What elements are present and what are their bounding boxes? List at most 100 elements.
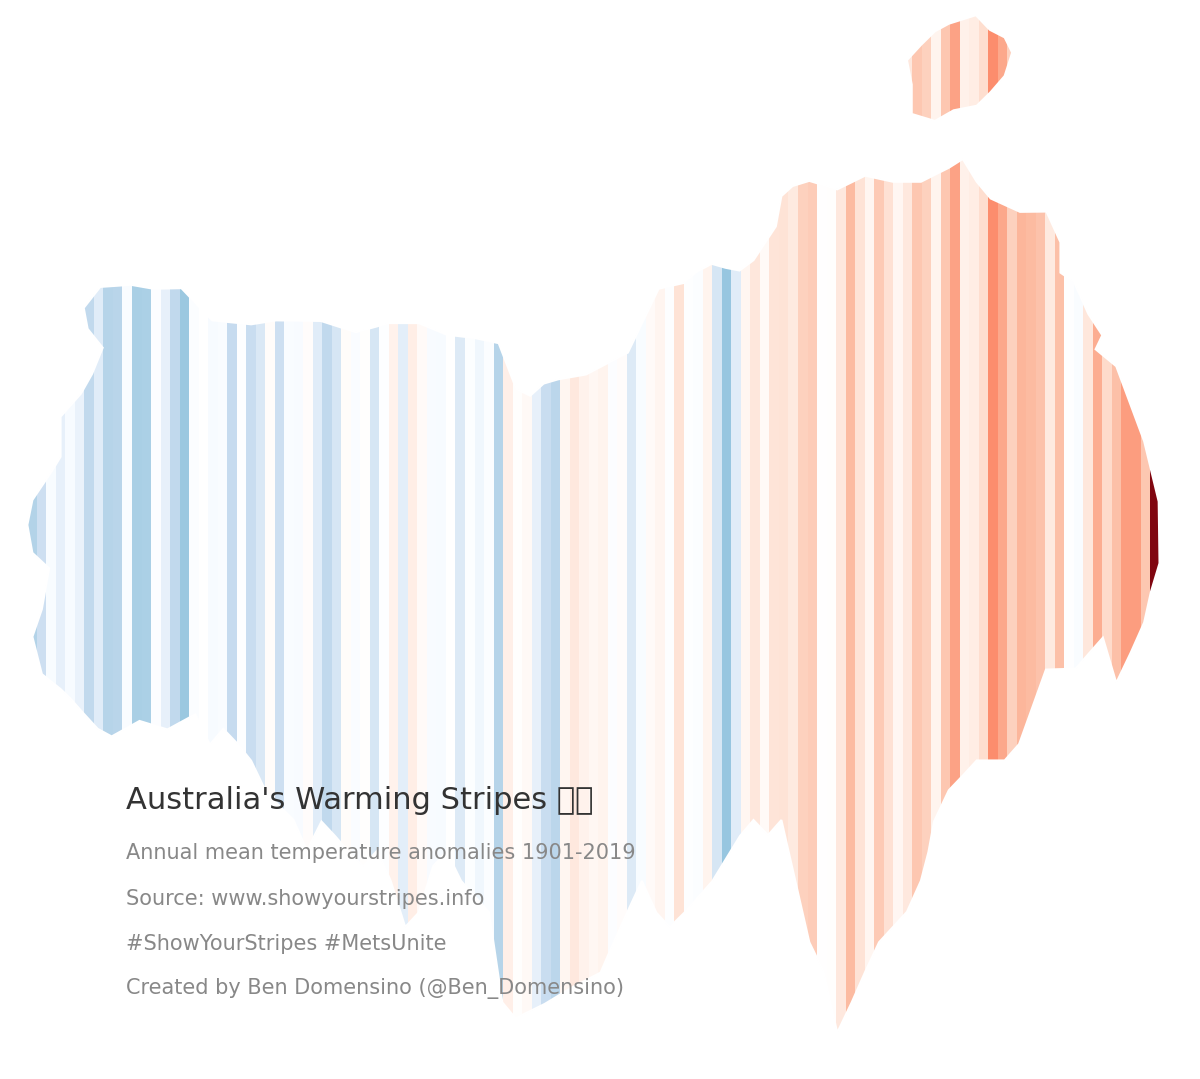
- Bar: [1122, 0, 1130, 1079]
- Bar: [379, 0, 389, 1079]
- Bar: [836, 0, 846, 1079]
- Bar: [883, 0, 893, 1079]
- Bar: [769, 0, 779, 1079]
- Bar: [227, 0, 236, 1079]
- Bar: [227, 0, 236, 1079]
- Bar: [1045, 0, 1055, 1079]
- Bar: [313, 0, 323, 1079]
- Bar: [370, 0, 379, 1079]
- Bar: [684, 0, 694, 1079]
- Bar: [589, 0, 598, 1079]
- Bar: [1140, 0, 1150, 1079]
- Bar: [769, 0, 779, 1079]
- Bar: [170, 0, 180, 1079]
- Bar: [456, 0, 466, 1079]
- Bar: [808, 0, 817, 1079]
- Bar: [941, 0, 950, 1079]
- Bar: [360, 0, 370, 1079]
- Bar: [418, 0, 427, 1079]
- Bar: [626, 0, 636, 1079]
- Bar: [846, 0, 856, 1079]
- Bar: [1122, 0, 1130, 1079]
- Bar: [341, 0, 350, 1079]
- Bar: [874, 0, 883, 1079]
- Bar: [570, 0, 580, 1079]
- Bar: [151, 0, 161, 1079]
- Bar: [94, 0, 103, 1079]
- Bar: [217, 0, 227, 1079]
- Bar: [902, 0, 912, 1079]
- Bar: [617, 0, 626, 1079]
- Bar: [47, 0, 56, 1079]
- Bar: [304, 0, 313, 1079]
- Bar: [256, 0, 265, 1079]
- Bar: [713, 0, 722, 1079]
- Bar: [484, 0, 493, 1079]
- Bar: [1026, 0, 1036, 1079]
- Text: Created by Ben Domensino (@Ben_Domensino): Created by Ben Domensino (@Ben_Domensino…: [126, 979, 624, 999]
- Bar: [1093, 0, 1103, 1079]
- Bar: [779, 0, 788, 1079]
- Bar: [646, 0, 655, 1079]
- Bar: [636, 0, 646, 1079]
- Bar: [74, 0, 84, 1079]
- Bar: [541, 0, 551, 1079]
- Bar: [874, 0, 883, 1079]
- Bar: [398, 0, 408, 1079]
- Bar: [484, 0, 493, 1079]
- Bar: [960, 0, 970, 1079]
- PathPatch shape: [28, 159, 1159, 1033]
- Bar: [94, 0, 103, 1079]
- Bar: [541, 0, 551, 1079]
- Bar: [132, 0, 142, 1079]
- Bar: [912, 0, 922, 1079]
- PathPatch shape: [907, 15, 1012, 121]
- Bar: [997, 0, 1007, 1079]
- Bar: [1140, 0, 1150, 1079]
- Bar: [66, 0, 74, 1079]
- Bar: [607, 0, 617, 1079]
- Bar: [674, 0, 684, 1079]
- Bar: [570, 0, 580, 1079]
- Bar: [1150, 0, 1159, 1079]
- Bar: [1150, 0, 1159, 1079]
- Bar: [56, 0, 66, 1079]
- Bar: [532, 0, 541, 1079]
- Bar: [636, 0, 646, 1079]
- Bar: [217, 0, 227, 1079]
- Bar: [713, 0, 722, 1079]
- Bar: [466, 0, 474, 1079]
- Bar: [560, 0, 570, 1079]
- Bar: [37, 0, 47, 1079]
- Bar: [760, 0, 769, 1079]
- Bar: [1064, 0, 1074, 1079]
- Bar: [997, 0, 1007, 1079]
- Bar: [750, 0, 760, 1079]
- Bar: [665, 0, 674, 1079]
- Bar: [694, 0, 703, 1079]
- Bar: [323, 0, 332, 1079]
- Bar: [1055, 0, 1064, 1079]
- Bar: [1016, 0, 1026, 1079]
- Bar: [408, 0, 418, 1079]
- Bar: [503, 0, 512, 1079]
- Bar: [551, 0, 560, 1079]
- Bar: [1084, 0, 1093, 1079]
- Bar: [902, 0, 912, 1079]
- Bar: [113, 0, 122, 1079]
- Bar: [655, 0, 665, 1079]
- Bar: [66, 0, 74, 1079]
- Bar: [180, 0, 190, 1079]
- Bar: [294, 0, 304, 1079]
- Bar: [522, 0, 532, 1079]
- Bar: [740, 0, 750, 1079]
- Bar: [817, 0, 827, 1079]
- Bar: [893, 0, 902, 1079]
- Bar: [798, 0, 808, 1079]
- Text: Annual mean temperature anomalies 1901-2019: Annual mean temperature anomalies 1901-2…: [126, 843, 636, 863]
- Bar: [1130, 0, 1140, 1079]
- Bar: [836, 0, 846, 1079]
- Bar: [722, 0, 731, 1079]
- Bar: [626, 0, 636, 1079]
- Bar: [474, 0, 484, 1079]
